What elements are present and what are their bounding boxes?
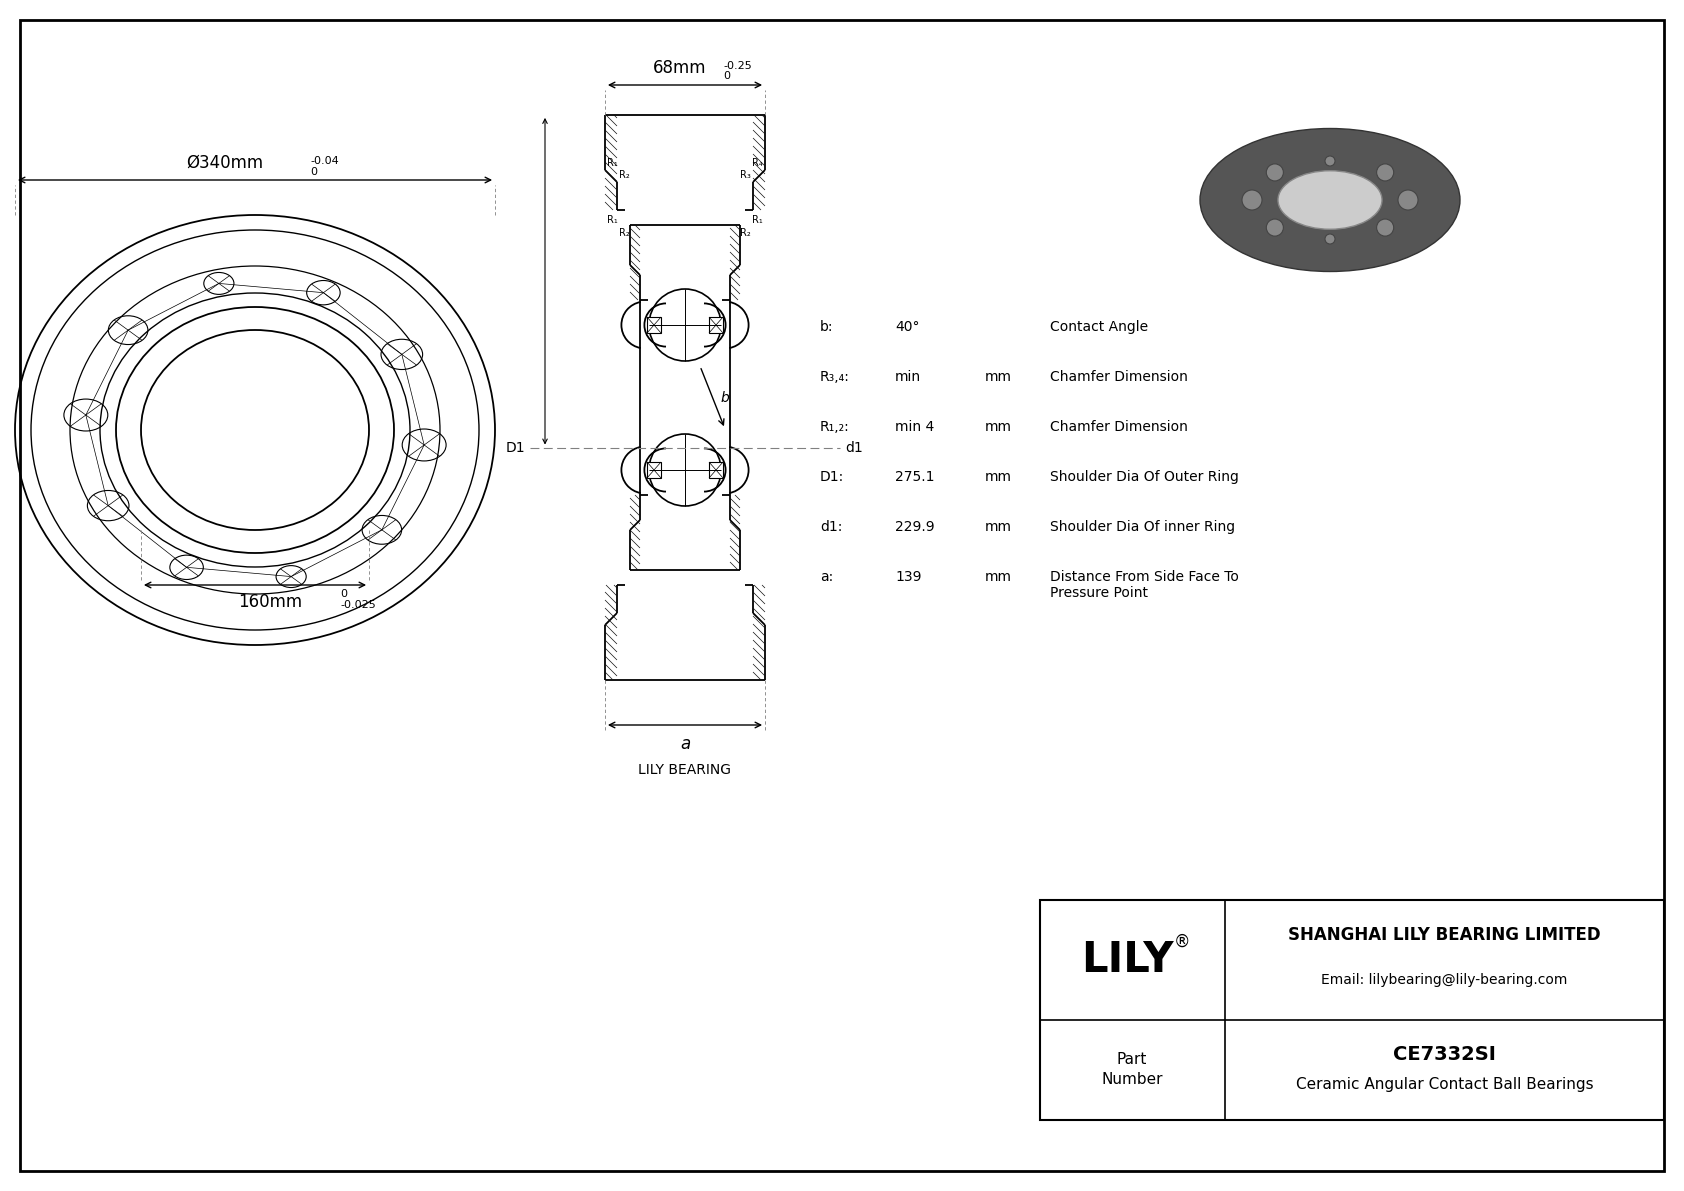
Text: R₂: R₂ [741, 227, 751, 238]
Text: mm: mm [985, 420, 1012, 434]
Text: ®: ® [1174, 933, 1191, 950]
Bar [1041, 900, 1664, 1120]
Bar [709, 462, 722, 478]
Text: 0: 0 [722, 71, 729, 81]
Text: a:: a: [820, 570, 834, 584]
Text: Ceramic Angular Contact Ball Bearings: Ceramic Angular Contact Ball Bearings [1295, 1078, 1593, 1092]
Text: Email: lilybearing@lily-bearing.com: Email: lilybearing@lily-bearing.com [1322, 973, 1568, 987]
Text: 139: 139 [894, 570, 921, 584]
Ellipse shape [1201, 129, 1460, 272]
Text: Ø340mm: Ø340mm [187, 154, 264, 172]
Text: Contact Angle: Contact Angle [1051, 320, 1148, 333]
Text: LILY BEARING: LILY BEARING [638, 763, 731, 777]
Text: R₁: R₁ [753, 216, 763, 225]
Text: d1: d1 [845, 441, 862, 455]
Text: mm: mm [985, 470, 1012, 484]
Text: R₂: R₂ [620, 227, 630, 238]
Text: R₄: R₄ [753, 158, 763, 168]
Circle shape [1325, 156, 1335, 166]
Text: -0.025: -0.025 [340, 600, 376, 610]
Text: -0.04: -0.04 [310, 156, 338, 166]
Text: R₁: R₁ [606, 216, 618, 225]
Text: Number: Number [1101, 1073, 1162, 1087]
Text: R₃: R₃ [741, 170, 751, 180]
Text: d1:: d1: [820, 520, 842, 534]
Text: R₂: R₂ [620, 170, 630, 180]
Text: Part: Part [1116, 1053, 1147, 1067]
Text: Shoulder Dia Of inner Ring: Shoulder Dia Of inner Ring [1051, 520, 1234, 534]
Text: Shoulder Dia Of Outer Ring: Shoulder Dia Of Outer Ring [1051, 470, 1239, 484]
Bar [709, 317, 722, 333]
Circle shape [1325, 233, 1335, 244]
Text: mm: mm [985, 570, 1012, 584]
Bar [647, 462, 662, 478]
Text: Chamfer Dimension: Chamfer Dimension [1051, 370, 1187, 384]
Text: b: b [721, 391, 729, 405]
Circle shape [1266, 164, 1283, 181]
Text: LILY: LILY [1081, 939, 1174, 981]
Text: 0: 0 [340, 590, 347, 599]
Bar [647, 317, 662, 333]
Text: SHANGHAI LILY BEARING LIMITED: SHANGHAI LILY BEARING LIMITED [1288, 925, 1601, 944]
Text: 229.9: 229.9 [894, 520, 935, 534]
Text: 0: 0 [310, 167, 317, 177]
Circle shape [1376, 219, 1394, 236]
Text: min 4: min 4 [894, 420, 935, 434]
Circle shape [1243, 191, 1261, 210]
Text: mm: mm [985, 520, 1012, 534]
Text: 40°: 40° [894, 320, 919, 333]
Text: a: a [680, 735, 690, 753]
Text: R₃,₄:: R₃,₄: [820, 370, 850, 384]
Text: b:: b: [820, 320, 834, 333]
Text: 275.1: 275.1 [894, 470, 935, 484]
Text: D1:: D1: [820, 470, 844, 484]
Text: min: min [894, 370, 921, 384]
Text: Chamfer Dimension: Chamfer Dimension [1051, 420, 1187, 434]
Text: 160mm: 160mm [237, 593, 301, 611]
Text: R₁: R₁ [606, 158, 618, 168]
Text: R₁,₂:: R₁,₂: [820, 420, 850, 434]
Text: -0.25: -0.25 [722, 61, 751, 71]
Text: D1: D1 [505, 441, 525, 455]
Text: Distance From Side Face To: Distance From Side Face To [1051, 570, 1239, 584]
Text: CE7332SI: CE7332SI [1393, 1046, 1495, 1065]
Circle shape [1398, 191, 1418, 210]
Ellipse shape [1278, 170, 1383, 229]
Circle shape [1376, 164, 1394, 181]
Text: mm: mm [985, 370, 1012, 384]
Text: 68mm: 68mm [653, 60, 707, 77]
Circle shape [1266, 219, 1283, 236]
Text: Pressure Point: Pressure Point [1051, 586, 1148, 600]
